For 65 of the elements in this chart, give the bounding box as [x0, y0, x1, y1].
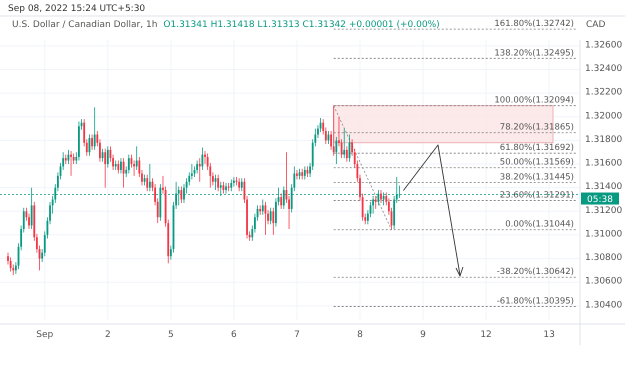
y-tick-label: 1.30400	[585, 300, 622, 310]
candlestick	[10, 256, 12, 272]
candlestick	[259, 205, 262, 216]
candlestick	[201, 147, 204, 170]
y-tick-label: 1.32000	[585, 111, 622, 122]
candlestick	[264, 201, 266, 236]
candlestick	[380, 190, 382, 204]
ref-line-label: -61.80%(1.30395)	[496, 296, 574, 306]
candlestick	[148, 164, 151, 192]
x-tick-label: Sep	[36, 330, 54, 340]
y-tick-label: 1.31200	[585, 206, 622, 216]
y-tick-label: 1.31400	[585, 182, 622, 192]
text: 05:38	[587, 195, 614, 206]
candlestick	[91, 134, 93, 150]
ref-line-label: 23.60%(1.31291)	[500, 190, 574, 201]
candlestick	[298, 168, 300, 180]
y-tick-label: 1.31000	[585, 229, 622, 240]
ref-line-label: 138.20%(1.32495)	[494, 48, 574, 58]
ref-line-label: 78.20%(1.31865)	[500, 122, 574, 133]
x-tick-label: 9	[420, 330, 426, 340]
candlestick	[214, 174, 216, 190]
y-tick-label: 1.30800	[585, 253, 622, 264]
candlestick	[222, 181, 224, 194]
ref-line-label: 61.80%(1.31692)	[500, 143, 574, 154]
y-tick-label: 1.32400	[585, 64, 622, 74]
candlestick	[122, 158, 124, 188]
y-tick-label: 1.31800	[585, 134, 622, 145]
x-tick-label: 8	[357, 330, 364, 340]
candlestick	[88, 134, 90, 156]
y-tick-label: 1.30600	[585, 276, 622, 287]
x-tick-label: 13	[543, 330, 555, 340]
candlestick	[348, 134, 350, 162]
candlestick	[328, 130, 330, 144]
ref-line-label: 50.00%(1.31569)	[500, 158, 574, 168]
x-tick-label: 2	[104, 330, 111, 340]
chart-title: U.S. Dollar / Canadian Dollar, 1h	[12, 20, 158, 30]
candlestick	[335, 136, 338, 164]
candlestick	[306, 166, 308, 178]
x-tick-label: 6	[231, 330, 238, 340]
candlestick	[102, 148, 104, 162]
x-tick-label: 7	[294, 330, 300, 340]
candlestick	[238, 178, 240, 192]
candlestick	[217, 174, 220, 192]
ref-line-label: 100.00%(1.32094)	[494, 96, 574, 106]
candlestick	[346, 146, 348, 162]
candlestick	[120, 158, 122, 174]
text: Sep 08, 2022 15:24 UTC+5:30	[8, 4, 146, 14]
candlestick	[67, 149, 70, 164]
x-tick-label: 5	[168, 330, 174, 340]
x-tick-label: 12	[480, 330, 492, 340]
candlestick	[70, 150, 72, 176]
ref-line-label: -38.20%(1.30642)	[496, 267, 574, 278]
chart-subtitle: O1.31341 H1.31418 L1.31313 C1.31342 +0.00001 (+0.00%)	[163, 20, 440, 30]
candlestick	[196, 160, 198, 174]
ref-line-label: 38.20%(1.31445)	[500, 172, 574, 182]
candlestick	[296, 170, 298, 180]
candlestick	[180, 186, 182, 204]
y-tick-label: 1.32600	[585, 40, 622, 50]
candlestick	[144, 174, 146, 186]
candlestick	[232, 176, 235, 187]
ref-line-label: 0.00%(1.31044)	[505, 220, 574, 230]
y-axis-title: CAD	[586, 20, 606, 30]
ref-line-label: 161.80%(1.32742)	[494, 19, 574, 30]
y-tick-label: 1.32200	[585, 88, 622, 98]
y-tick-label: 1.31600	[585, 158, 622, 169]
